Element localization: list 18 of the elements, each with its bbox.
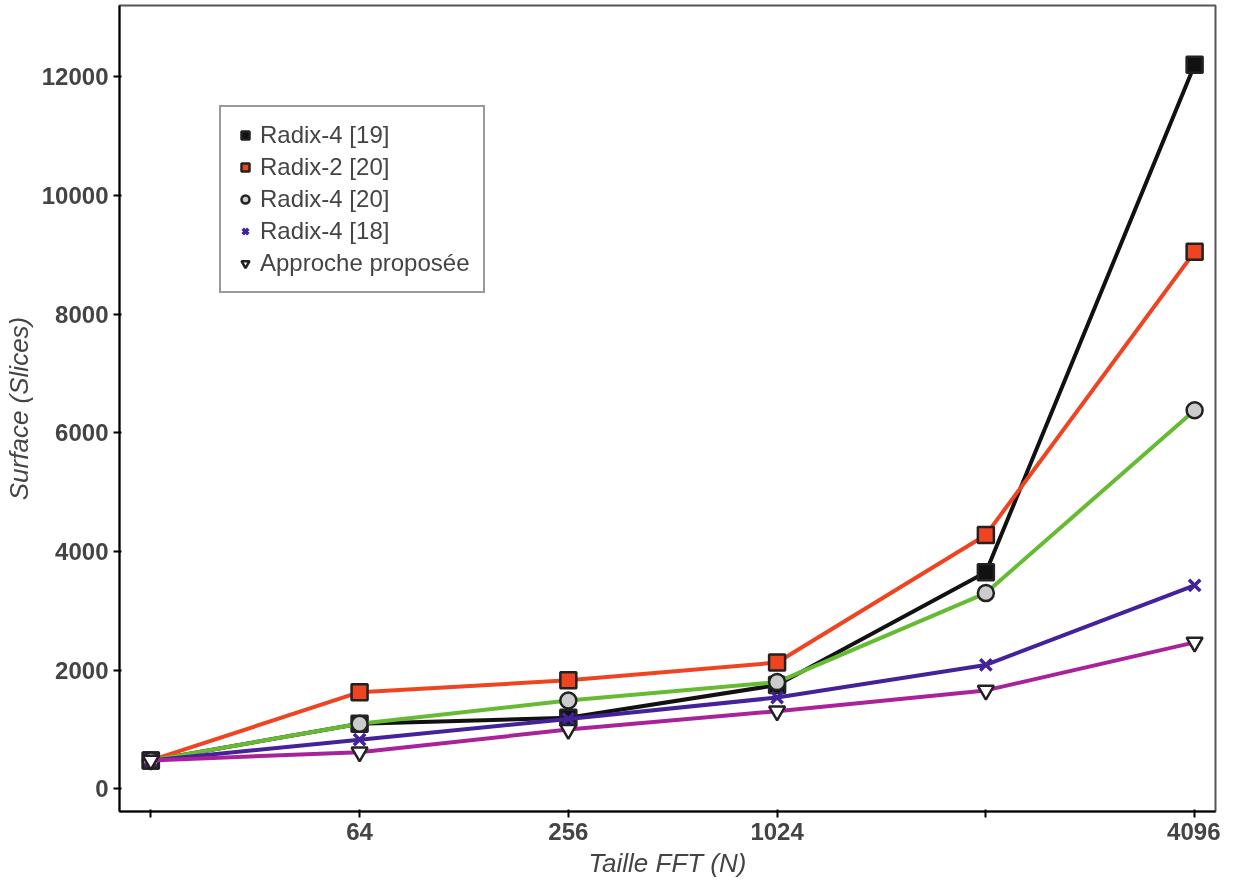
y-tick-label: 8000 [55,300,109,328]
y-tick-label: 6000 [55,419,109,447]
x-tick-label: 4096 [1167,817,1221,845]
y-tick-label: 10000 [41,181,109,209]
y-tick-label: 12000 [41,63,109,91]
y-axis-title: Surface (Slices) [3,316,34,501]
x-tick-label: 256 [548,817,589,845]
legend-label: Radix-4 [19] [260,121,390,149]
legend-label: Radix-4 [20] [260,185,390,213]
y-tick-label: 2000 [55,656,109,684]
x-tick-label: 64 [346,817,374,845]
y-tick-label: 4000 [55,538,109,566]
legend-label: Radix-2 [20] [260,153,390,181]
x-tick-label: 1024 [750,817,805,845]
legend-label: Approche proposée [260,249,470,277]
legend-label: Radix-4 [18] [260,217,390,245]
x-axis-title: Taille FFT (N) [588,847,747,878]
y-tick-label: 0 [95,775,109,803]
